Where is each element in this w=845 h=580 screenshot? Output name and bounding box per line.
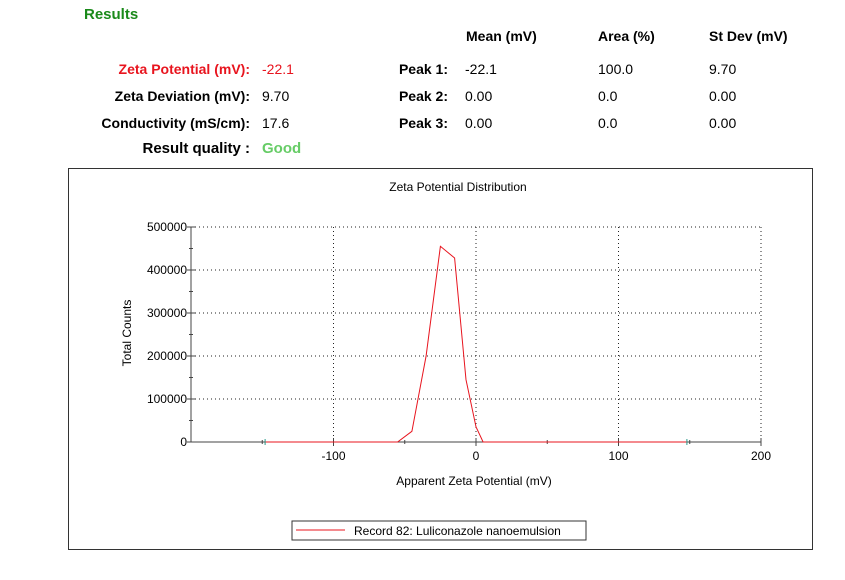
zeta-potential-label: Zeta Potential (mV): (118, 61, 250, 77)
x-ticks: -100 0 100 200 (261, 438, 771, 463)
mean-column-header: Mean (mV) (466, 28, 537, 44)
y-axis-label: Total Counts (120, 300, 134, 367)
y-ticks: 0 100000 200000 300000 400000 500000 (147, 220, 195, 449)
chart-frame: Zeta Potential Distribution 0 100000 20000… (68, 168, 813, 550)
y-tick-label: 500000 (147, 220, 187, 234)
peak-2-stdev: 0.00 (709, 88, 737, 104)
y-tick-label: 0 (180, 435, 187, 449)
zeta-deviation-label: Zeta Deviation (mV): (114, 88, 250, 104)
peak-1-area: 100.0 (598, 61, 634, 77)
result-quality-value: Good (262, 140, 302, 157)
x-tick-label: -100 (321, 449, 345, 463)
zeta-potential-value: -22.1 (262, 61, 294, 77)
y-tick-label: 300000 (147, 306, 187, 320)
peak-3-area: 0.0 (598, 115, 618, 131)
area-column-header: Area (%) (598, 28, 655, 44)
x-tick-label: 200 (751, 449, 771, 463)
peak-3-stdev: 0.00 (709, 115, 737, 131)
chart-series (264, 245, 688, 445)
legend: Record 82: Luliconazole nanoemulsion (291, 520, 587, 541)
conductivity-value: 17.6 (262, 115, 290, 131)
chart-grid (191, 226, 762, 442)
y-tick-label: 400000 (147, 263, 187, 277)
peak-2-label: Peak 2: (398, 88, 448, 104)
peak-1-label: Peak 1: (398, 61, 448, 77)
legend-box (291, 520, 587, 541)
peak-3-mean: 0.00 (465, 115, 493, 131)
x-tick-label: 0 (473, 449, 480, 463)
zeta-distribution-chart: Zeta Potential Distribution 010000020000… (120, 180, 771, 541)
peak-1-mean: -22.1 (465, 61, 497, 77)
peak-2-mean: 0.00 (465, 88, 493, 104)
stdev-column-header: St Dev (mV) (709, 28, 788, 44)
conductivity-label: Conductivity (mS/cm): (101, 115, 250, 131)
chart-title: Zeta Potential Distribution (389, 180, 526, 194)
x-axis-label: Apparent Zeta Potential (mV) (396, 474, 551, 488)
peak-1-stdev: 9.70 (709, 61, 737, 77)
y-tick-label: 100000 (147, 392, 187, 406)
y-tick-label: 200000 (147, 349, 187, 363)
zeta-deviation-value: 9.70 (262, 88, 290, 104)
series-line (265, 245, 687, 443)
legend-label: Record 82: Luliconazole nanoemulsion (354, 524, 561, 538)
peak-3-label: Peak 3: (398, 115, 448, 131)
x-tick-label: 100 (608, 449, 628, 463)
peak-2-area: 0.0 (598, 88, 618, 104)
results-title: Results (84, 6, 139, 23)
result-quality-label: Result quality : (142, 140, 250, 157)
